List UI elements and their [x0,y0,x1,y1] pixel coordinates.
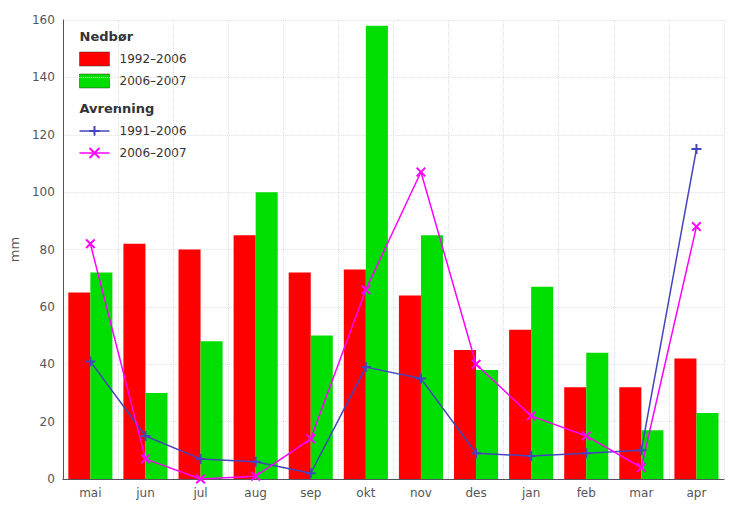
svg-text:Nedbør: Nedbør [80,29,134,44]
svg-text:100: 100 [32,185,55,199]
svg-text:0: 0 [47,472,55,486]
svg-text:nov: nov [410,486,432,500]
svg-text:20: 20 [40,415,55,429]
svg-text:140: 140 [32,70,55,84]
svg-text:jun: jun [135,486,155,500]
svg-text:1991–2006: 1991–2006 [119,124,187,138]
svg-text:sep: sep [300,486,321,500]
svg-text:feb: feb [577,486,596,500]
svg-text:okt: okt [356,486,375,500]
svg-text:jul: jul [192,486,207,500]
svg-text:des: des [465,486,486,500]
svg-text:1992–2006: 1992–2006 [120,52,187,66]
svg-text:40: 40 [40,357,55,371]
svg-text:aug: aug [244,486,267,500]
svg-text:80: 80 [40,243,55,257]
svg-text:Avrenning: Avrenning [80,101,155,116]
svg-text:mar: mar [629,486,653,500]
svg-text:mai: mai [79,486,101,500]
svg-text:120: 120 [32,128,55,142]
svg-text:2006–2007: 2006–2007 [120,74,187,88]
svg-text:apr: apr [686,486,706,500]
svg-text:jan: jan [521,486,540,500]
svg-text:60: 60 [40,300,55,314]
svg-text:mm: mm [7,237,22,262]
svg-text:160: 160 [32,13,55,27]
svg-text:2006–2007: 2006–2007 [120,146,187,160]
